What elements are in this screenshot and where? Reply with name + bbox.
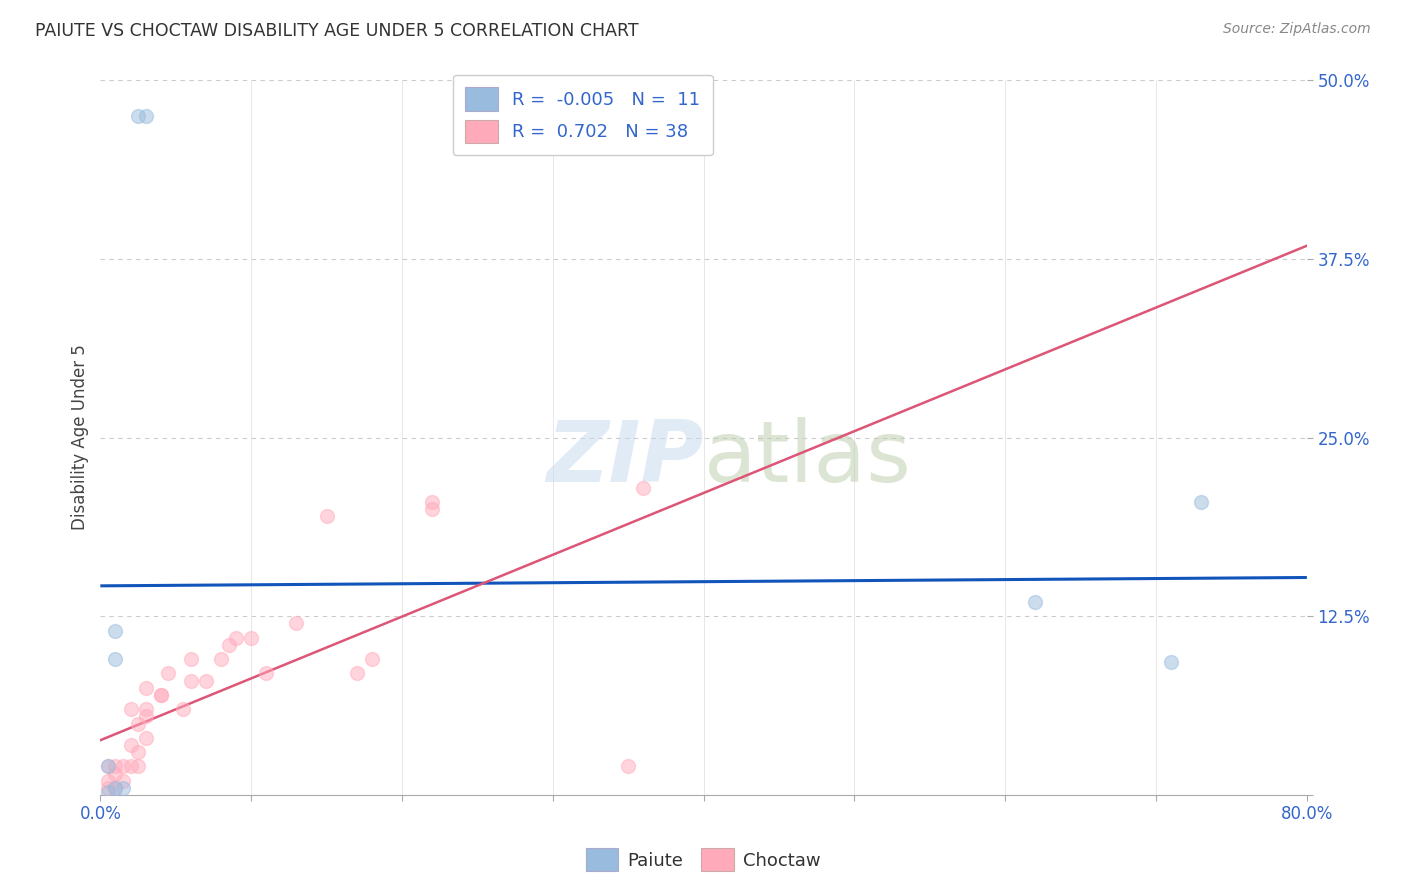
Point	[104, 766, 127, 780]
Point	[209, 652, 232, 666]
Point	[120, 738, 142, 752]
Point	[111, 773, 134, 788]
Legend: R =  -0.005   N =  11, R =  0.702   N = 38: R = -0.005 N = 11, R = 0.702 N = 38	[453, 75, 713, 155]
Point	[104, 759, 127, 773]
Point	[633, 481, 655, 495]
Point	[225, 631, 247, 645]
Point	[346, 666, 368, 681]
Point	[420, 495, 443, 509]
Point	[97, 759, 120, 773]
Point	[135, 702, 157, 716]
Y-axis label: Disability Age Under 5: Disability Age Under 5	[72, 344, 89, 531]
Point	[127, 716, 149, 731]
Point	[285, 616, 308, 631]
Point	[97, 773, 120, 788]
Point	[218, 638, 240, 652]
Point	[135, 681, 157, 695]
Legend: Paiute, Choctaw: Paiute, Choctaw	[578, 841, 828, 879]
Point	[149, 688, 172, 702]
Point	[120, 702, 142, 716]
Point	[172, 702, 194, 716]
Point	[315, 509, 337, 524]
Point	[149, 688, 172, 702]
Point	[127, 745, 149, 759]
Text: ZIP: ZIP	[546, 417, 703, 500]
Point	[1160, 655, 1182, 669]
Point	[135, 731, 157, 745]
Point	[180, 652, 202, 666]
Text: atlas: atlas	[703, 417, 911, 500]
Point	[104, 624, 127, 638]
Point	[97, 759, 120, 773]
Point	[1189, 495, 1212, 509]
Point	[111, 759, 134, 773]
Point	[1024, 595, 1046, 609]
Point	[127, 109, 149, 123]
Point	[135, 109, 157, 123]
Point	[360, 652, 382, 666]
Text: PAIUTE VS CHOCTAW DISABILITY AGE UNDER 5 CORRELATION CHART: PAIUTE VS CHOCTAW DISABILITY AGE UNDER 5…	[35, 22, 638, 40]
Point	[254, 666, 277, 681]
Point	[240, 631, 263, 645]
Point	[104, 652, 127, 666]
Point	[97, 780, 120, 795]
Point	[127, 759, 149, 773]
Point	[420, 502, 443, 516]
Point	[180, 673, 202, 688]
Point	[617, 759, 640, 773]
Text: Source: ZipAtlas.com: Source: ZipAtlas.com	[1223, 22, 1371, 37]
Point	[97, 785, 120, 799]
Point	[120, 759, 142, 773]
Point	[104, 780, 127, 795]
Point	[104, 780, 127, 795]
Point	[111, 780, 134, 795]
Point	[194, 673, 217, 688]
Point	[135, 709, 157, 723]
Point	[157, 666, 180, 681]
